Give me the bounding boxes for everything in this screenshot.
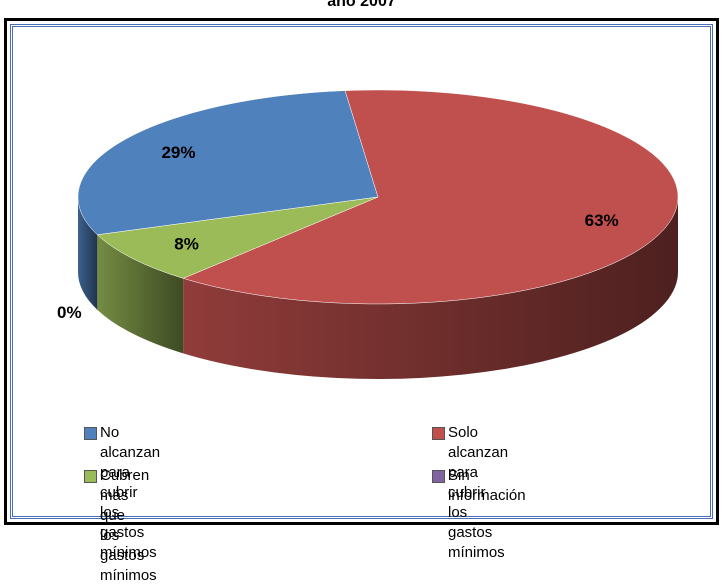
pie-slice <box>77 90 379 310</box>
legend-entry: Sin información <box>432 466 526 506</box>
legend-label: Sin información <box>448 467 526 504</box>
slice-side <box>183 197 678 379</box>
legend-label: Cubren más que los gastos mínimos <box>100 467 157 584</box>
legend-swatch <box>84 470 97 483</box>
slice-top <box>182 89 679 305</box>
chart-title: año 2007 <box>327 0 396 10</box>
page: {"chart_data": {"type": "pie", "title": … <box>4 0 719 584</box>
legend-swatch <box>432 427 445 440</box>
legend-swatch <box>84 427 97 440</box>
data-label: 8% <box>174 234 199 253</box>
data-label: 29% <box>161 143 195 162</box>
legend-entry: Cubren más que los gastos mínimos <box>84 466 157 586</box>
chart: 29% 63% 8% 0% <box>57 89 679 379</box>
slice-top <box>96 196 379 279</box>
slice-side <box>78 197 98 310</box>
chart-inner-border <box>10 24 713 519</box>
pie-slice <box>182 89 679 379</box>
slice-top <box>77 90 379 236</box>
pie-slice <box>96 196 379 354</box>
legend-swatch <box>432 470 445 483</box>
data-label: 63% <box>585 211 619 230</box>
slice-side <box>97 234 184 354</box>
data-label: 0% <box>57 303 82 322</box>
